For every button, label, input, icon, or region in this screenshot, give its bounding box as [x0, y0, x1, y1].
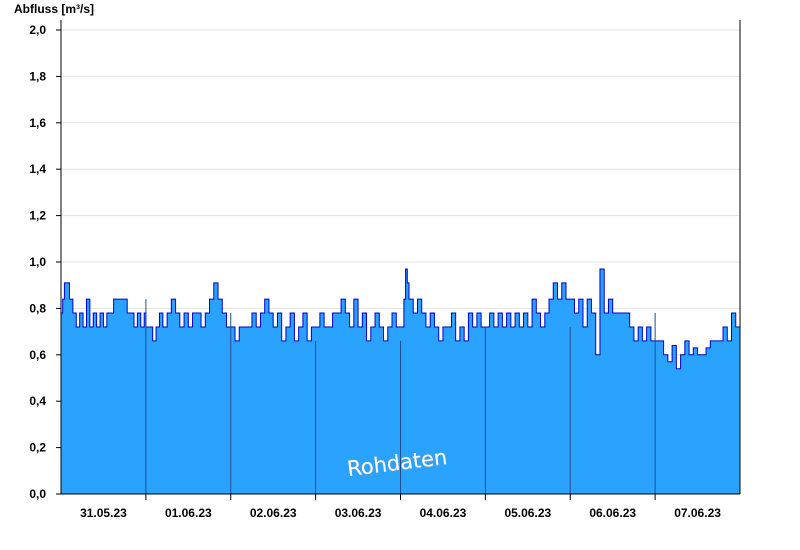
y-tick-labels: 0,0 0,2 0,4 0,6 0,8 1,0 1,2 1,4 1,6 1,8 2,0: [29, 23, 46, 501]
x-tick-label: 02.06.23: [250, 506, 297, 520]
y-axis-label: Abfluss [m³/s]: [14, 2, 94, 16]
x-tick-label: 05.06.23: [504, 506, 551, 520]
y-tick-label: 1,4: [29, 162, 46, 176]
x-tick-labels: 31.05.23 01.06.23 02.06.23 03.06.23 04.06.23…: [80, 506, 721, 520]
y-tick-label: 2,0: [29, 23, 46, 37]
y-tick-label: 1,0: [29, 255, 46, 269]
axes: [56, 20, 741, 500]
x-tick-label: 03.06.23: [335, 506, 382, 520]
x-tick-label: 07.06.23: [674, 506, 721, 520]
day-dividers: [145, 299, 656, 494]
x-tick-label: 31.05.23: [80, 506, 127, 520]
y-tick-label: 0,6: [29, 348, 46, 362]
x-tick-label: 06.06.23: [589, 506, 636, 520]
y-tick-label: 0,4: [29, 394, 46, 408]
y-tick-label: 1,6: [29, 116, 46, 130]
y-tick-label: 1,8: [29, 69, 46, 83]
y-tick-label: 0,0: [29, 487, 46, 501]
y-tick-label: 1,2: [29, 209, 46, 223]
series-line: [61, 268, 740, 370]
x-tick-label: 04.06.23: [420, 506, 467, 520]
x-tick-label: 01.06.23: [165, 506, 212, 520]
y-tick-label: 0,8: [29, 301, 46, 315]
y-tick-label: 0,2: [29, 441, 46, 455]
